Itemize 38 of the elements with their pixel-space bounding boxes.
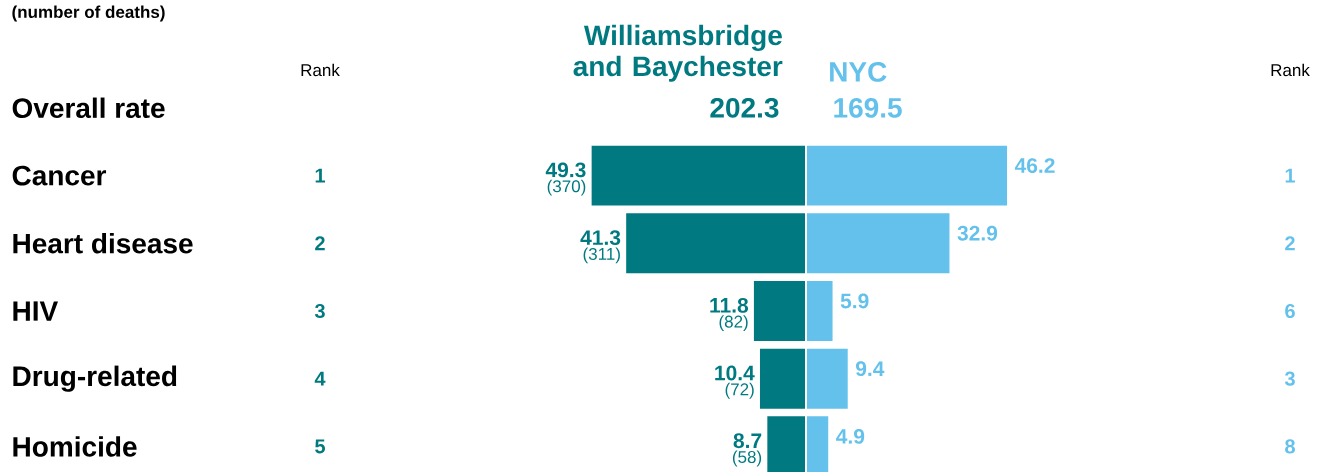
- data-label: 5.9: [840, 293, 869, 309]
- text: 6: [1285, 303, 1295, 319]
- text: Williamsbridge and Baychester: [573, 24, 783, 82]
- text: 8: [1285, 439, 1295, 454]
- data-label: 32.9: [957, 225, 998, 241]
- annotation: (370): [547, 179, 586, 196]
- text: 3: [314, 303, 325, 319]
- data-label: 41.3: [580, 230, 621, 246]
- text: NYC: [830, 61, 887, 82]
- text: Rank: [1271, 63, 1310, 77]
- text: 169.5: [834, 97, 902, 118]
- annotation: (58): [732, 450, 762, 467]
- text: 2: [1285, 236, 1295, 251]
- data-label: 46.2: [1014, 158, 1055, 173]
- data-label: 4.9: [836, 428, 865, 444]
- text: 2: [315, 236, 325, 251]
- text: 202.3: [710, 97, 779, 118]
- y-tick-label: Cancer: [12, 165, 107, 186]
- text: 1: [315, 168, 326, 183]
- text: 1: [1285, 168, 1296, 183]
- text: 4: [314, 371, 326, 386]
- data-label: 11.8: [710, 297, 749, 313]
- y-tick-label: HIV: [13, 301, 59, 321]
- annotation: (311): [583, 247, 620, 264]
- y-tick-label: Homicide: [13, 436, 137, 457]
- annotation: (82): [719, 315, 748, 331]
- y-tick-label: Drug-related: [13, 365, 177, 392]
- text: 3: [1284, 371, 1295, 386]
- data-label: 10.4: [715, 365, 755, 381]
- data-label: 49.3: [545, 162, 586, 178]
- text: Rank: [301, 63, 340, 77]
- data-label: 9.4: [855, 361, 885, 377]
- y-tick-label: Heart disease: [13, 232, 193, 254]
- text: (number of deaths): [12, 5, 165, 22]
- annotation: (72): [725, 382, 754, 399]
- y-tick-label: Overall rate: [12, 97, 165, 119]
- text: 5: [315, 439, 326, 454]
- data-label: 8.7: [733, 433, 762, 449]
